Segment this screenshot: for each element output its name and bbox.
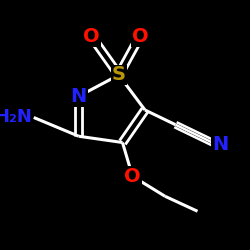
Text: S: S <box>112 66 126 84</box>
Text: N: N <box>212 136 228 154</box>
Text: O: O <box>124 167 141 186</box>
Text: N: N <box>71 87 87 106</box>
Text: H₂N: H₂N <box>0 108 32 126</box>
Text: O: O <box>83 27 100 46</box>
Text: O: O <box>132 27 148 46</box>
